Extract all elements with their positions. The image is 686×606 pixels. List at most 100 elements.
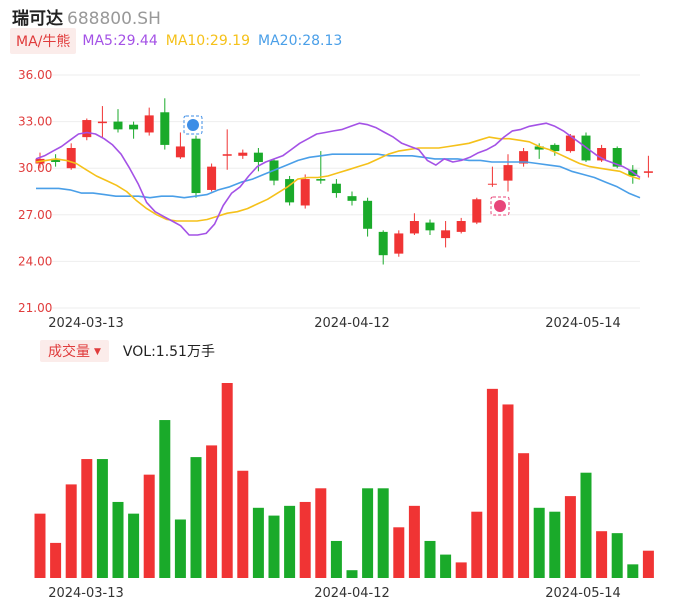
y-tick-label: 24.00 (18, 254, 52, 268)
candle-body (316, 179, 326, 181)
volume-legend: 成交量 ▼ VOL:1.51万手 (40, 340, 215, 362)
volume-bar (518, 453, 530, 578)
volume-bar (377, 488, 389, 578)
y-tick-label: 30.00 (18, 161, 52, 175)
ma-legend: MA/牛熊 MA5:29.44 MA10:29.19 MA20:28.13 (10, 28, 350, 54)
x-date-label: 2024-05-14 (545, 316, 621, 331)
volume-bar (34, 513, 46, 578)
volume-bar (81, 459, 93, 578)
candle-body (144, 115, 154, 133)
volume-bar (174, 519, 186, 578)
volume-bar (596, 531, 608, 578)
candle-body (363, 200, 373, 229)
volume-bar (408, 505, 420, 578)
volume-bar (393, 527, 405, 578)
caret-down-icon: ▼ (94, 347, 101, 357)
x-date-label: 2024-05-14 (545, 586, 621, 601)
y-tick-label: 36.00 (18, 68, 52, 82)
ma5-label: MA5:29.44 (82, 33, 158, 49)
candle-body (487, 183, 497, 185)
volume-bar (159, 420, 171, 578)
candle-body (347, 196, 357, 201)
volume-bar (299, 501, 311, 578)
candle-body (191, 138, 201, 194)
volume-bar (486, 388, 498, 578)
volume-bar (346, 570, 358, 578)
stock-code: 688800.SH (67, 9, 161, 29)
volume-bar (190, 457, 202, 578)
volume-bar (237, 470, 249, 578)
candle-body (300, 179, 310, 206)
candle-body (97, 121, 107, 124)
candle-body (394, 233, 404, 254)
ma10-label: MA10:29.19 (165, 33, 251, 49)
candle-body (285, 179, 295, 203)
candle-body (409, 221, 419, 234)
volume-bar (627, 564, 639, 578)
bull-signal-icon (494, 200, 506, 212)
y-tick-label: 21.00 (18, 301, 52, 315)
bear-signal-icon (187, 119, 199, 131)
ma20-line (36, 153, 641, 199)
volume-bar (362, 488, 374, 578)
x-date-label: 2024-03-13 (48, 316, 124, 331)
volume-bar (564, 496, 576, 578)
ma5-line (35, 122, 641, 236)
volume-bar (580, 472, 592, 578)
volume-bar (471, 511, 483, 578)
volume-bar (206, 445, 218, 578)
volume-value: VOL:1.51万手 (122, 344, 215, 360)
x-date-label: 2024-04-12 (314, 586, 390, 601)
x-date-label: 2024-03-13 (48, 586, 124, 601)
volume-bar (533, 507, 545, 578)
volume-bar (268, 515, 280, 578)
volume-bar (128, 513, 140, 578)
candle-body (519, 151, 529, 164)
volume-bar (221, 383, 233, 578)
volume-bar (315, 488, 327, 578)
volume-bar (642, 550, 654, 578)
candle-body (238, 152, 248, 156)
volume-bar (440, 554, 452, 578)
candle-body (82, 120, 92, 138)
volume-bar (424, 540, 436, 578)
candle-body (643, 171, 653, 173)
volume-bar (252, 507, 264, 578)
y-tick-label: 33.00 (18, 115, 52, 129)
y-tick-label: 27.00 (18, 208, 52, 222)
candle-body (472, 199, 482, 223)
candle-body (550, 144, 560, 152)
candle-body (253, 152, 263, 162)
ma10-line (35, 136, 641, 222)
candle-body (66, 148, 76, 169)
candle-body (503, 165, 513, 181)
volume-bar (284, 505, 296, 578)
x-date-label: 2024-04-12 (314, 316, 390, 331)
candle-body (534, 146, 544, 150)
stock-name: 瑞可达 (12, 9, 63, 29)
volume-bar (455, 562, 467, 578)
volume-bar (502, 404, 514, 578)
candle-body (441, 230, 451, 239)
candle-body (222, 154, 232, 156)
volume-bar (330, 540, 342, 578)
candle-body (113, 121, 123, 130)
volume-bar (112, 501, 124, 578)
volume-bar (50, 542, 62, 578)
candle-body (207, 166, 217, 190)
ma-indicator-button[interactable]: MA/牛熊 (10, 28, 77, 54)
candle-body (612, 148, 622, 167)
candle-body (175, 146, 185, 158)
candle-body (565, 135, 575, 152)
volume-bar (143, 474, 155, 578)
volume-bar (611, 533, 623, 578)
candle-body (331, 183, 341, 194)
volume-indicator-button[interactable]: 成交量 ▼ (40, 340, 109, 362)
candle-body (160, 112, 170, 145)
candle-body (51, 158, 61, 162)
candle-body (425, 222, 435, 231)
volume-bar (96, 459, 108, 578)
volume-bar (549, 511, 561, 578)
volume-indicator-label: 成交量 (48, 344, 90, 360)
